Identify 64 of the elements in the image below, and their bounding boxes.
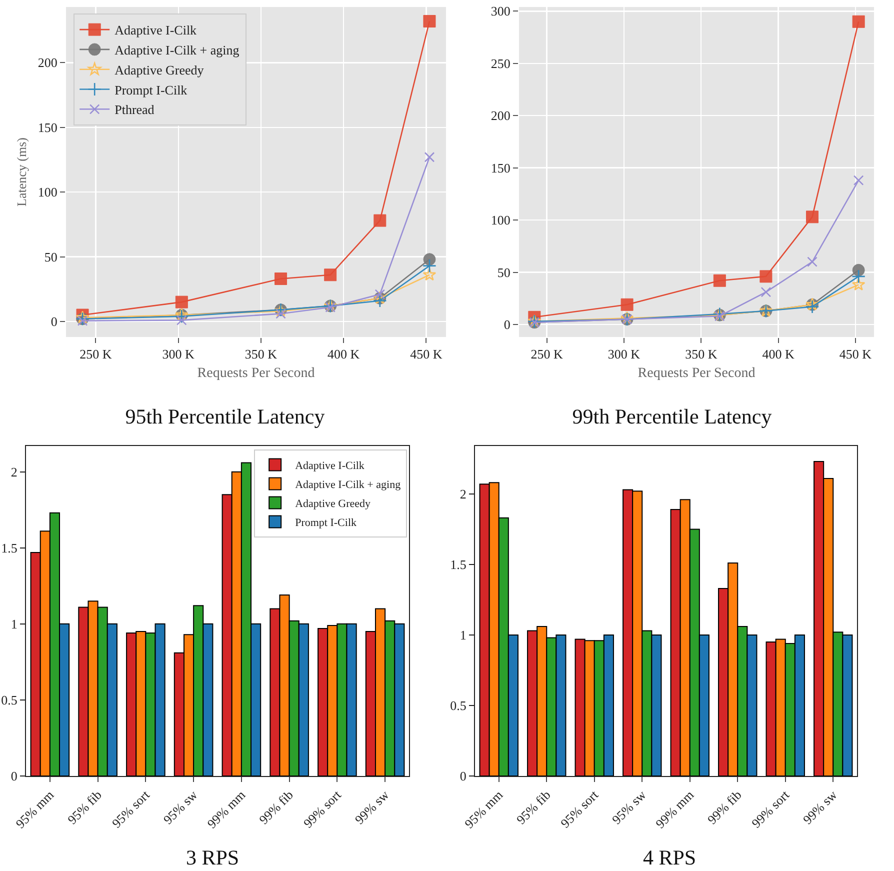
- y-tick-label: 200: [38, 55, 58, 70]
- x-tick-label: 99% mm: [652, 787, 697, 832]
- x-tick-label: 400 K: [328, 346, 360, 362]
- x-tick-label: 250 K: [80, 346, 112, 362]
- x-tick-label: 99% sort: [300, 786, 344, 831]
- x-tick-label: 300 K: [608, 346, 641, 362]
- text: 95th Percentile Latency: [125, 404, 326, 429]
- legend-label: Prompt I-Cilk: [114, 82, 188, 98]
- y-tick-label: 0: [504, 317, 510, 332]
- y-tick-label: 0.5: [450, 698, 466, 714]
- legend-label: Adaptive I-Cilk: [295, 460, 365, 472]
- y-tick-label: 1: [10, 616, 18, 632]
- x-tick-label: 95% mm: [12, 787, 57, 832]
- legend-label: Adaptive I-Cilk: [114, 22, 198, 38]
- y-tick-label: 150: [490, 160, 510, 176]
- y-tick-label: 100: [38, 184, 58, 200]
- x-tick-label: 350 K: [685, 346, 718, 362]
- legend-label: Prompt I-Cilk: [295, 517, 358, 530]
- x-tick-label: 99% fib: [704, 787, 744, 828]
- y-tick-label: 300: [490, 4, 510, 19]
- y-tick-label: 0.5: [1, 692, 18, 708]
- y-tick-label: 50: [44, 249, 58, 264]
- x-axis-title: Requests Per Second: [197, 366, 315, 381]
- x-tick-label: 99% sw: [800, 786, 840, 828]
- legend-label: Adaptive Greedy: [114, 62, 204, 78]
- x-tick-label: 95% mm: [462, 787, 506, 832]
- x-tick-label: 95% fib: [513, 787, 554, 828]
- x-tick-label: 450 K: [839, 346, 872, 362]
- y-tick-label: 50: [497, 264, 510, 280]
- x-tick-label: 99% fib: [256, 787, 296, 828]
- x-tick-label: 300 K: [162, 346, 196, 362]
- x-tick-label: 350 K: [244, 346, 278, 362]
- y-tick-label: 0: [50, 314, 58, 330]
- y-tick-label: 1.5: [450, 557, 466, 572]
- x-tick-label: 95% sort: [108, 786, 153, 831]
- x-tick-label: 99% sw: [352, 786, 392, 828]
- y-tick-label: 2: [10, 464, 18, 480]
- x-axis-title: Requests Per Second: [638, 366, 756, 381]
- text: 3 RPS: [186, 845, 240, 870]
- y-tick-label: 2: [460, 486, 466, 502]
- y-tick-label: 0: [10, 768, 18, 784]
- y-tick-label: 1.5: [1, 540, 18, 556]
- x-tick-label: 450 K: [410, 346, 443, 362]
- legend-label: Pthread: [114, 102, 155, 118]
- y-tick-label: 100: [490, 212, 510, 228]
- x-tick-label: 400 K: [762, 346, 795, 362]
- x-tick-label: 99% mm: [204, 787, 248, 832]
- text: 4 RPS: [642, 845, 696, 870]
- x-tick-label: 95% sw: [608, 786, 650, 828]
- x-tick-label: 250 K: [530, 346, 564, 362]
- y-tick-label: 200: [490, 108, 510, 124]
- legend-label: Adaptive I-Cilk + aging: [114, 42, 240, 58]
- y-tick-label: 250: [490, 56, 510, 71]
- y-tick-label: 1: [460, 628, 466, 643]
- text: 99th Percentile Latency: [572, 404, 772, 429]
- x-tick-label: 95% fib: [64, 787, 105, 828]
- legend-label: Adaptive Greedy: [295, 498, 372, 510]
- y-axis-title: Latency (ms): [14, 138, 29, 206]
- x-tick-label: 95% sw: [160, 786, 201, 828]
- legend-label: Adaptive I-Cilk + aging: [295, 479, 402, 492]
- x-tick-label: 99% sort: [748, 786, 792, 831]
- y-tick-label: 150: [38, 120, 58, 135]
- x-tick-label: 95% sort: [558, 786, 602, 831]
- y-tick-label: 0: [460, 768, 466, 784]
